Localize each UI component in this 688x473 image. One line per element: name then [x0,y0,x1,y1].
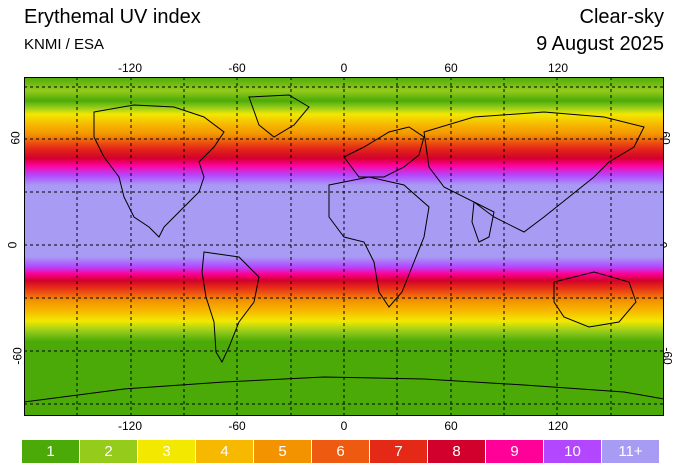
legend-item-4: 4 [196,440,253,463]
lat-tick-left: -60 [10,347,25,365]
legend-item-11-plus: 11+ [602,440,659,463]
lat-tick-left: 60 [8,131,23,145]
lon-tick-bottom: 120 [547,419,569,433]
lon-tick-bottom: -60 [228,419,246,433]
uv-index-map [24,77,664,416]
lon-tick-bottom: -120 [117,419,143,433]
lon-tick-top: -120 [117,61,143,75]
uv-legend: 1 2 3 4 5 6 7 8 9 10 11+ [22,440,660,463]
legend-item-1: 1 [22,440,79,463]
legend-item-8: 8 [428,440,485,463]
map-date: 9 August 2025 [536,33,664,55]
lon-tick-bottom: 60 [444,419,458,433]
lat-tick-left: 0 [5,241,20,249]
legend-item-10: 10 [544,440,601,463]
map-title: Erythemal UV index [24,6,201,28]
coastlines [24,94,664,403]
legend-item-3: 3 [138,440,195,463]
legend-item-9: 9 [486,440,543,463]
sky-mode: Clear-sky [579,6,664,28]
legend-item-6: 6 [312,440,369,463]
lon-tick-top: 60 [444,61,458,75]
lon-tick-top: 120 [547,61,569,75]
legend-item-2: 2 [80,440,137,463]
legend-item-7: 7 [370,440,427,463]
graticule [24,77,664,416]
lon-tick-bottom: 0 [340,419,348,433]
map-frame [24,77,664,416]
lon-tick-top: 0 [340,61,348,75]
lon-tick-top: -60 [228,61,246,75]
legend-item-5: 5 [254,440,311,463]
data-source: KNMI / ESA [24,36,105,53]
